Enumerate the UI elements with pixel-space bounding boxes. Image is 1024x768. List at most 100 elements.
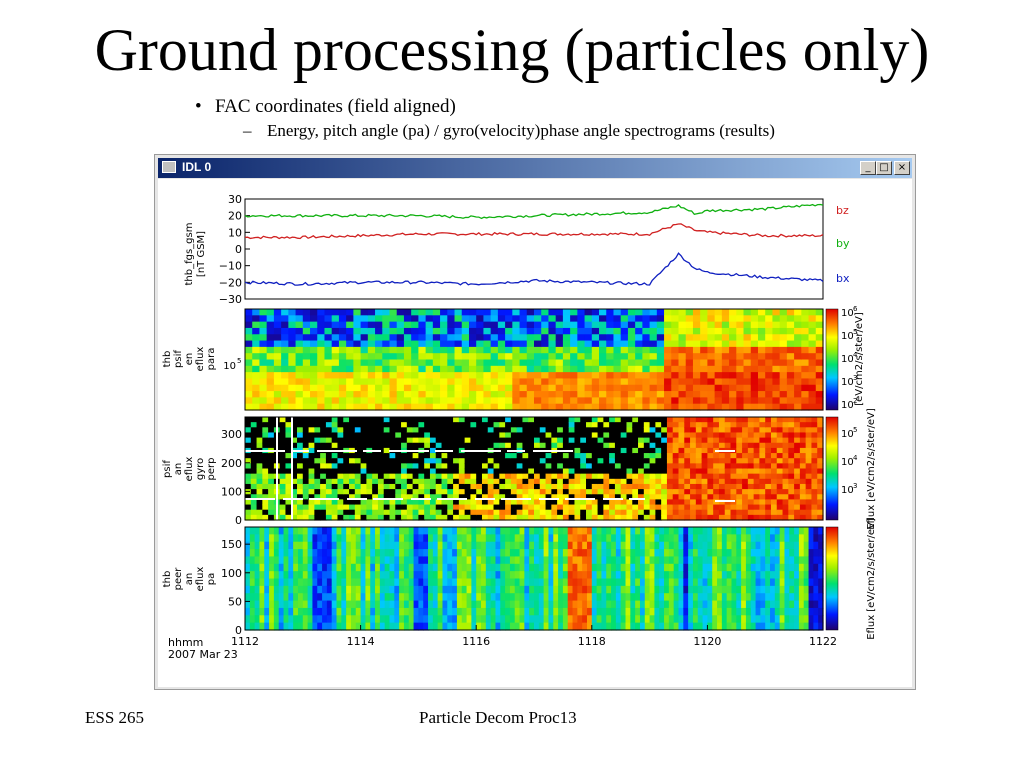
gyrophase-cell <box>626 499 633 506</box>
minimize-button[interactable]: _ <box>860 161 876 175</box>
gyrophase-cell <box>620 509 628 516</box>
pitch-angle-cell <box>567 578 574 587</box>
gyrophase-cell <box>250 489 258 495</box>
energy-cell <box>295 372 304 380</box>
pitch-angle-cell <box>707 578 713 587</box>
gyrophase-cell <box>794 417 801 423</box>
pitch-angle-cell <box>437 527 444 535</box>
gyrophase-cell <box>690 437 697 444</box>
gyrophase-cell <box>360 458 367 464</box>
pitch-angle-cell <box>514 607 521 616</box>
energy-cell <box>606 391 615 398</box>
pitch-angle-cell <box>635 527 641 535</box>
gyrophase-cell <box>487 499 495 506</box>
gyrophase-cell <box>707 514 714 521</box>
energy-cell <box>707 384 716 392</box>
pitch-angle-cell <box>370 541 376 550</box>
idl-window[interactable]: IDL 0 _ □ × thb_fgs_gsm <box>154 154 916 690</box>
pitch-angle-cell <box>461 593 468 602</box>
energy-cell <box>685 378 694 386</box>
energy-cell <box>794 391 802 398</box>
pitch-angle-cell <box>288 607 294 616</box>
pitch-angle-cell <box>635 541 641 550</box>
energy-cell <box>497 309 506 316</box>
fgs-ytick-label: −10 <box>219 260 242 273</box>
pitch-angle-cell <box>688 585 694 594</box>
energy-cell <box>346 365 354 373</box>
gyrophase-cell <box>354 417 362 423</box>
gyrophase-cell <box>499 504 506 511</box>
pitch-angle-cell <box>760 578 766 587</box>
gyrophase-cell <box>412 422 419 428</box>
energy-cell <box>815 403 824 411</box>
pitch-angle-cell <box>254 527 261 535</box>
pitch-angle-cell <box>596 585 603 594</box>
pitch-angle-cell <box>437 534 444 543</box>
gyrophase-cell <box>395 453 402 459</box>
energy-cell <box>541 327 550 335</box>
gyrophase-cell <box>586 489 593 495</box>
gyrophase-cell <box>389 437 396 444</box>
pitch-angle-cell <box>697 600 704 609</box>
gyrophase-cell <box>395 478 402 485</box>
gyrophase-cbar-tick: 10 <box>841 457 854 468</box>
gyrophase-cell <box>557 504 564 511</box>
gyrophase-cell <box>713 463 720 470</box>
energy-cell <box>635 384 643 392</box>
gyrophase-cell <box>424 463 431 470</box>
energy-cell <box>447 321 456 329</box>
gyrophase-cell <box>638 442 645 449</box>
gyrophase-cell <box>609 453 616 459</box>
gyrophase-cell <box>817 437 824 444</box>
pitch-angle-cell <box>625 622 631 631</box>
pitch-angle-cell <box>312 615 318 624</box>
energy-cell <box>649 397 658 405</box>
pitch-angle-cell <box>273 615 280 624</box>
pitch-angle-cell <box>307 607 314 616</box>
gyrophase-cell <box>458 489 466 495</box>
gyrophase-cell <box>458 478 466 485</box>
close-button[interactable]: × <box>894 161 910 175</box>
energy-cell <box>483 309 492 316</box>
gyrophase-cell <box>788 437 795 444</box>
gyrophase-cell <box>354 422 362 428</box>
energy-cell <box>664 365 672 373</box>
pitch-angle-cell <box>264 593 270 602</box>
gyrophase-cell <box>343 437 350 444</box>
energy-cell <box>476 327 485 335</box>
pitch-angle-cell <box>779 607 786 616</box>
energy-cell <box>331 384 340 392</box>
gyrophase-cell <box>620 417 628 423</box>
pitch-angle-cell <box>278 585 285 594</box>
maximize-button[interactable]: □ <box>876 161 892 175</box>
gyrophase-cell <box>580 478 587 485</box>
pitch-angle-cell <box>558 527 564 535</box>
pitch-angle-cell <box>601 600 607 609</box>
energy-cell <box>599 365 607 373</box>
pitch-angle-cell <box>452 585 458 594</box>
pitch-angle-cell <box>784 549 790 558</box>
gyrophase-cell <box>742 473 749 480</box>
gyrophase-cell <box>643 483 651 490</box>
gyrophase-cell <box>799 504 807 511</box>
gyrophase-cell <box>447 427 454 434</box>
gyrophase-cell <box>383 478 391 485</box>
energy-cell <box>642 372 651 380</box>
energy-cell <box>577 397 586 405</box>
pitch-angle-cell <box>428 585 434 594</box>
energy-cell <box>685 384 694 392</box>
energy-cell <box>360 391 369 398</box>
energy-cell <box>534 372 542 380</box>
gyrophase-cell <box>487 509 495 516</box>
pitch-angle-cell <box>355 527 362 535</box>
pitch-angle-cell <box>302 534 309 543</box>
gyrophase-cell <box>337 504 344 511</box>
energy-cell <box>310 321 318 329</box>
pitch-angle-cell <box>476 585 482 594</box>
gyrophase-cell <box>279 509 287 516</box>
energy-cell <box>765 384 774 392</box>
pitch-angle-cell <box>586 541 593 550</box>
gyrophase-cell <box>366 427 373 434</box>
window-titlebar[interactable]: IDL 0 _ □ × <box>158 158 912 178</box>
